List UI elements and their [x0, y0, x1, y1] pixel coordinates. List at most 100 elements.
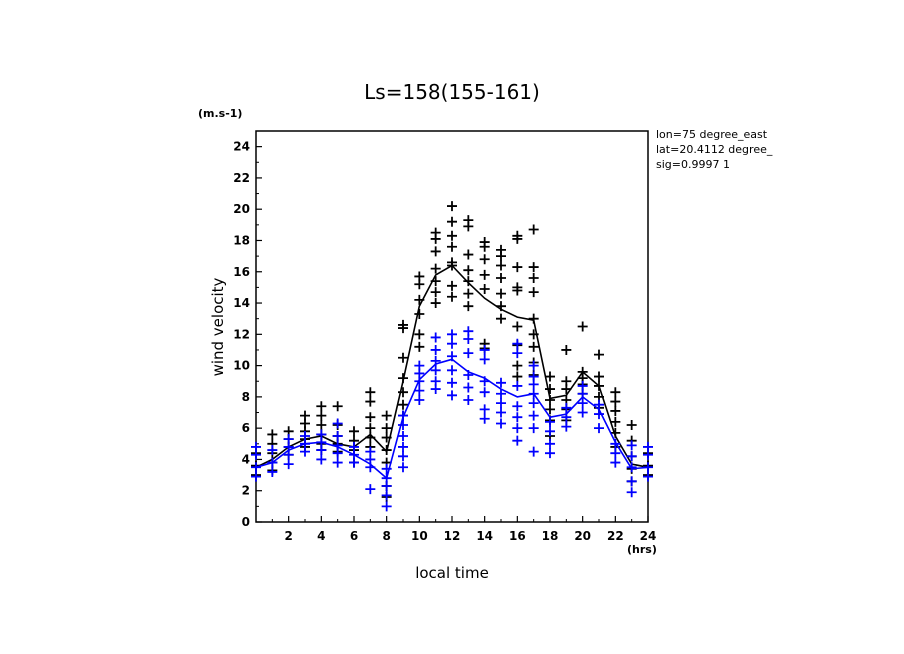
series-0-point [610, 396, 621, 407]
series-1-point [528, 398, 539, 409]
series-0-point [398, 323, 408, 334]
series-1-point [643, 462, 653, 473]
series-1-point [447, 390, 457, 401]
series-0-point [463, 301, 474, 312]
annotation-block: lon=75 degree_east lat=20.4112 degree_ s… [656, 128, 773, 171]
series-1-point [332, 418, 343, 429]
series-1-point [300, 446, 310, 457]
series-1-point [463, 369, 474, 380]
y-tick-label: 20 [233, 202, 250, 216]
series-0-point [316, 401, 327, 412]
series-0-point [414, 308, 425, 319]
x-tick-label: 16 [509, 529, 526, 543]
series-1-point [447, 351, 457, 362]
y-tick-label: 10 [233, 359, 250, 373]
series-1-point [463, 382, 474, 393]
series-0-point [381, 445, 392, 456]
series-0-point [561, 344, 572, 355]
series-1-point [398, 410, 408, 421]
series-0-point [479, 254, 490, 265]
annotation-lon: lon=75 degree_east [656, 128, 768, 141]
series-0-point [512, 233, 523, 244]
series-0-point [414, 329, 425, 340]
series-0-point [512, 262, 523, 273]
series-1-point [577, 407, 588, 418]
series-1-point [398, 462, 408, 473]
series-0-point [447, 241, 457, 252]
series-1-point [512, 380, 523, 391]
series-1-point [332, 457, 343, 468]
series-0-point [528, 329, 539, 340]
series-0-point [463, 276, 474, 287]
series-1-point [545, 438, 555, 449]
y-tick-label: 24 [233, 140, 250, 154]
series-0-point [528, 224, 539, 235]
series-1-point [430, 365, 441, 376]
series-0-point [512, 371, 523, 382]
plot-frame [255, 130, 649, 523]
series-0-point [463, 221, 474, 232]
series-1-point [528, 360, 539, 371]
annotation-sig: sig=0.9997 1 [656, 158, 730, 171]
series-1-point [463, 395, 474, 406]
series-1-point [643, 449, 653, 460]
series-1-point [381, 501, 392, 512]
series-1-point [430, 332, 441, 343]
series-1-point [545, 416, 555, 427]
series-1-point [577, 398, 588, 409]
series-0-point [626, 420, 637, 431]
series-1-point [512, 338, 523, 349]
series-1-point [643, 471, 653, 482]
x-tick-label: 8 [382, 529, 390, 543]
series-1-point [479, 387, 490, 398]
series-0-point [496, 288, 506, 299]
series-1-point [512, 423, 523, 434]
series-0-point [463, 249, 474, 260]
series-1-point [479, 344, 490, 355]
series-1-point [251, 449, 261, 460]
series-0-point [610, 416, 621, 427]
series-1-point [479, 354, 490, 365]
series-0-point [561, 384, 572, 395]
series-1-point [349, 457, 359, 468]
annotation-lat: lat=20.4112 degree_ [656, 143, 773, 156]
series-1-point [545, 426, 555, 437]
series-1-point [496, 377, 506, 388]
series-1-point [447, 365, 457, 376]
series-1-point [528, 410, 539, 421]
series-0-point [479, 283, 490, 294]
series-0-point [430, 298, 441, 309]
series-1-point [528, 423, 539, 434]
y-tick-label: 14 [233, 296, 250, 310]
series-0-point [365, 423, 376, 434]
series-1-point [430, 384, 441, 395]
y-tick-label: 8 [242, 390, 250, 404]
series-1-point [430, 355, 441, 366]
series-0-point [512, 321, 523, 332]
series-0-point [545, 404, 555, 415]
series-0-point [496, 273, 506, 284]
series-0-point [512, 285, 523, 296]
series-1-point [626, 476, 637, 487]
series-1-point [626, 462, 637, 473]
series-1-point [381, 481, 392, 492]
x-tick-label: 2 [284, 529, 292, 543]
series-1-point [610, 457, 621, 468]
series-1-point [283, 449, 294, 460]
series-0-point [365, 396, 376, 407]
y-axis-label: wind velocity [209, 277, 227, 376]
series-0-point [479, 269, 490, 280]
series-1-point [479, 376, 490, 387]
series-0-point [316, 420, 327, 431]
series-1-point [316, 454, 327, 465]
y-tick-label: 12 [233, 327, 250, 341]
series-0-point [398, 387, 408, 398]
series-1-point [430, 344, 441, 355]
series-1-point [332, 430, 343, 441]
series-1-point [463, 334, 474, 345]
series-1-point [561, 412, 572, 423]
series-1-point [626, 440, 637, 451]
series-0-point [398, 352, 408, 363]
y-tick-label: 16 [233, 265, 250, 279]
